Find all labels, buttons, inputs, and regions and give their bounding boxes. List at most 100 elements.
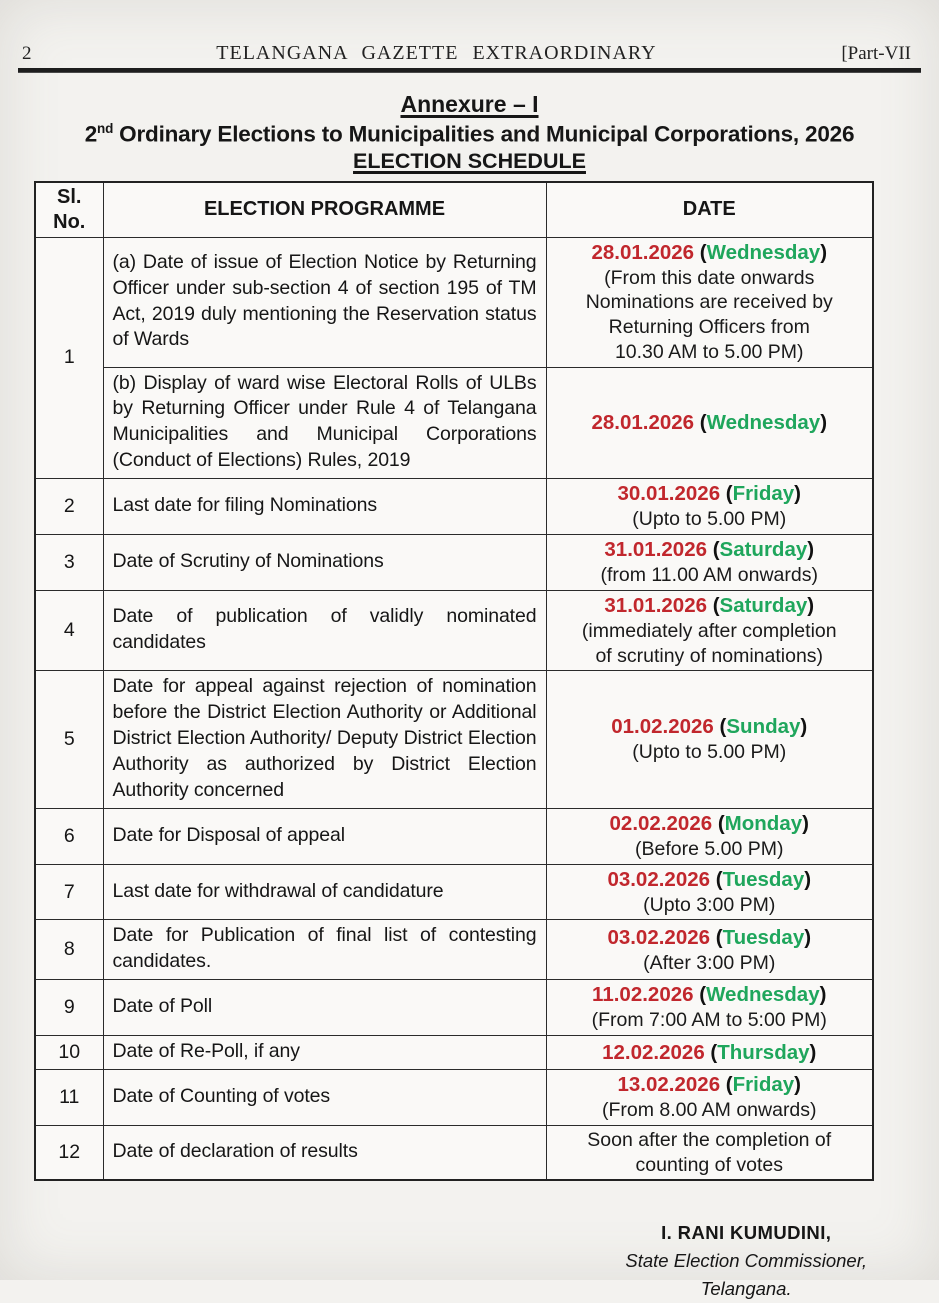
sl-no-cell: 2 [34,478,104,535]
sl-no-cell: 1 [34,236,104,480]
day-text: Friday [732,1073,795,1097]
close-paren: ) [794,1073,801,1097]
date-cell: 03.02.2026 (Tuesday) (After 3:00 PM) [545,919,874,981]
open-paren: ( [720,1073,733,1097]
date-note: (From this date onwards [604,266,815,289]
day-text: Wednesday [706,410,821,434]
date-text: 11.02.2026 [592,983,694,1007]
programme-cell: Last date for filing Nominations [102,478,547,535]
date-text: 03.02.2026 [607,867,711,891]
date-text: 30.01.2026 [617,482,721,506]
table-row: 1 (a) Date of issue of Election Notice by… [34,236,874,480]
date-text: 28.01.2026 [591,410,695,434]
date-value: 03.02.2026 (Tuesday) [552,867,868,893]
close-paren: ) [804,925,812,949]
date-cell: 28.01.2026 (Wednesday) [545,366,874,480]
date-value: 31.01.2026 (Saturday) [552,593,868,619]
table-row: 12 Date of declaration of results Soon aft… [34,1124,874,1181]
date-value: 03.02.2026 (Tuesday) [552,925,868,951]
signatory-role: State Election Commissioner, [625,1250,867,1272]
close-paren: ) [807,593,815,617]
open-paren: ( [713,715,727,739]
programme-cell: (b) Display of ward wise Electoral Rolls… [102,366,547,480]
table-row: 3 Date of Scrutiny of Nominations 31.01.20… [34,534,874,591]
date-value: 30.01.2026 (Friday) [552,481,868,507]
title-ordinal-suffix: nd [97,121,114,136]
date-cell: 03.02.2026 (Tuesday) (Upto 3:00 PM) [545,863,874,921]
table-row: 5 Date for appeal against rejection of no… [34,670,874,809]
date-note: (After 3:00 PM) [643,951,776,974]
title-rest: Ordinary Elections to Municipalities and… [113,121,855,147]
programme-cell: Date for appeal against rejection of nom… [102,670,547,809]
date-value: 28.01.2026 (Wednesday) [552,410,868,436]
sl-no-cell: 9 [34,979,104,1037]
open-paren: ( [694,410,707,434]
title-prefix: 2 [84,121,98,147]
date-note: (Before 5.00 PM) [635,837,784,860]
date-cell: 28.01.2026 (Wednesday) (From this date on… [545,236,874,368]
date-cell: 31.01.2026 (Saturday) (from 11.00 AM onwa… [545,534,874,591]
date-note: (Upto 3:00 PM) [643,893,776,916]
header-double-rule [18,68,921,73]
date-text: 02.02.2026 [609,811,713,835]
date-text: 03.02.2026 [607,925,711,949]
signatory-place: Telangana. [700,1277,792,1299]
open-paren: ( [710,867,723,891]
day-text: Tuesday [722,925,805,949]
day-text: Tuesday [722,867,805,891]
date-cell: 11.02.2026 (Wednesday) (From 7:00 AM to 5… [545,979,874,1037]
close-paren: ) [809,1040,817,1064]
open-paren: ( [707,538,720,561]
date-note: counting of votes [635,1153,783,1176]
signatory-name: I. RANI KUMUDINI, [661,1222,832,1244]
close-paren: ) [802,811,809,835]
programme-cell: Date for Disposal of appeal [102,807,547,865]
day-text: Thursday [717,1040,810,1064]
date-cell: 02.02.2026 (Monday) (Before 5.00 PM) [545,807,874,865]
date-cell: 31.01.2026 (Saturday) (immediately after … [545,589,874,672]
sl-no-cell: 5 [34,670,104,809]
sl-no-cell: 12 [34,1124,104,1181]
date-cell: 01.02.2026 (Sunday) (Upto to 5.00 PM) [545,670,874,809]
programme-cell: (a) Date of issue of Election Notice by … [102,236,547,368]
col-header-date: DATE [545,181,874,238]
part-label: [Part-VII [841,43,911,64]
date-value: 11.02.2026 (Wednesday) [552,982,868,1008]
sl-no-cell: 11 [34,1069,104,1126]
programme-cell: Date of Poll [102,979,547,1037]
date-text: 31.01.2026 [604,538,707,561]
sl-no-cell: 4 [34,589,104,672]
table-header-row: Sl. No. ELECTION PROGRAMME DATE [34,181,874,238]
date-text: 01.02.2026 [611,715,714,739]
close-paren: ) [820,410,828,434]
date-note: (Upto to 5.00 PM) [632,508,787,531]
open-paren: ( [693,983,707,1007]
day-text: Friday [732,482,795,506]
date-note: (from 11.00 AM onwards) [600,564,818,587]
day-text: Saturday [719,593,808,617]
signature-block: I. RANI KUMUDINI, State Election Commiss… [625,1219,867,1302]
sl-no-cell: 6 [34,807,104,865]
date-note: of scrutiny of nominations) [595,644,824,667]
table-row: 4 Date of publication of validly nominate… [34,589,874,672]
date-text: 31.01.2026 [604,593,707,617]
date-text: 28.01.2026 [591,240,695,264]
close-paren: ) [819,983,827,1007]
table-row: 7 Last date for withdrawal of candidature… [34,863,874,921]
programme-cell: Date of declaration of results [102,1124,547,1181]
sl-no-cell: 10 [34,1035,104,1071]
date-value: 28.01.2026 (Wednesday) [552,240,868,266]
col-header-programme: ELECTION PROGRAMME [102,181,547,238]
date-value: 02.02.2026 (Monday) [552,811,868,837]
date-note: (Upto to 5.00 PM) [632,741,787,764]
date-cell: 30.01.2026 (Friday) (Upto to 5.00 PM) [545,478,874,535]
close-paren: ) [804,867,812,891]
date-value: 01.02.2026 (Sunday) [552,714,868,740]
programme-cell: Date of publication of validly nominated… [102,589,547,672]
election-schedule-table: Sl. No. ELECTION PROGRAMME DATE 1 (a) Dat… [34,180,874,1182]
col-header-sl-no: Sl. No. [34,181,104,238]
table-row: 6 Date for Disposal of appeal 02.02.2026 (… [34,807,874,865]
date-text: 13.02.2026 [617,1073,721,1097]
schedule-heading: ELECTION SCHEDULE [0,149,939,174]
close-paren: ) [807,538,815,561]
